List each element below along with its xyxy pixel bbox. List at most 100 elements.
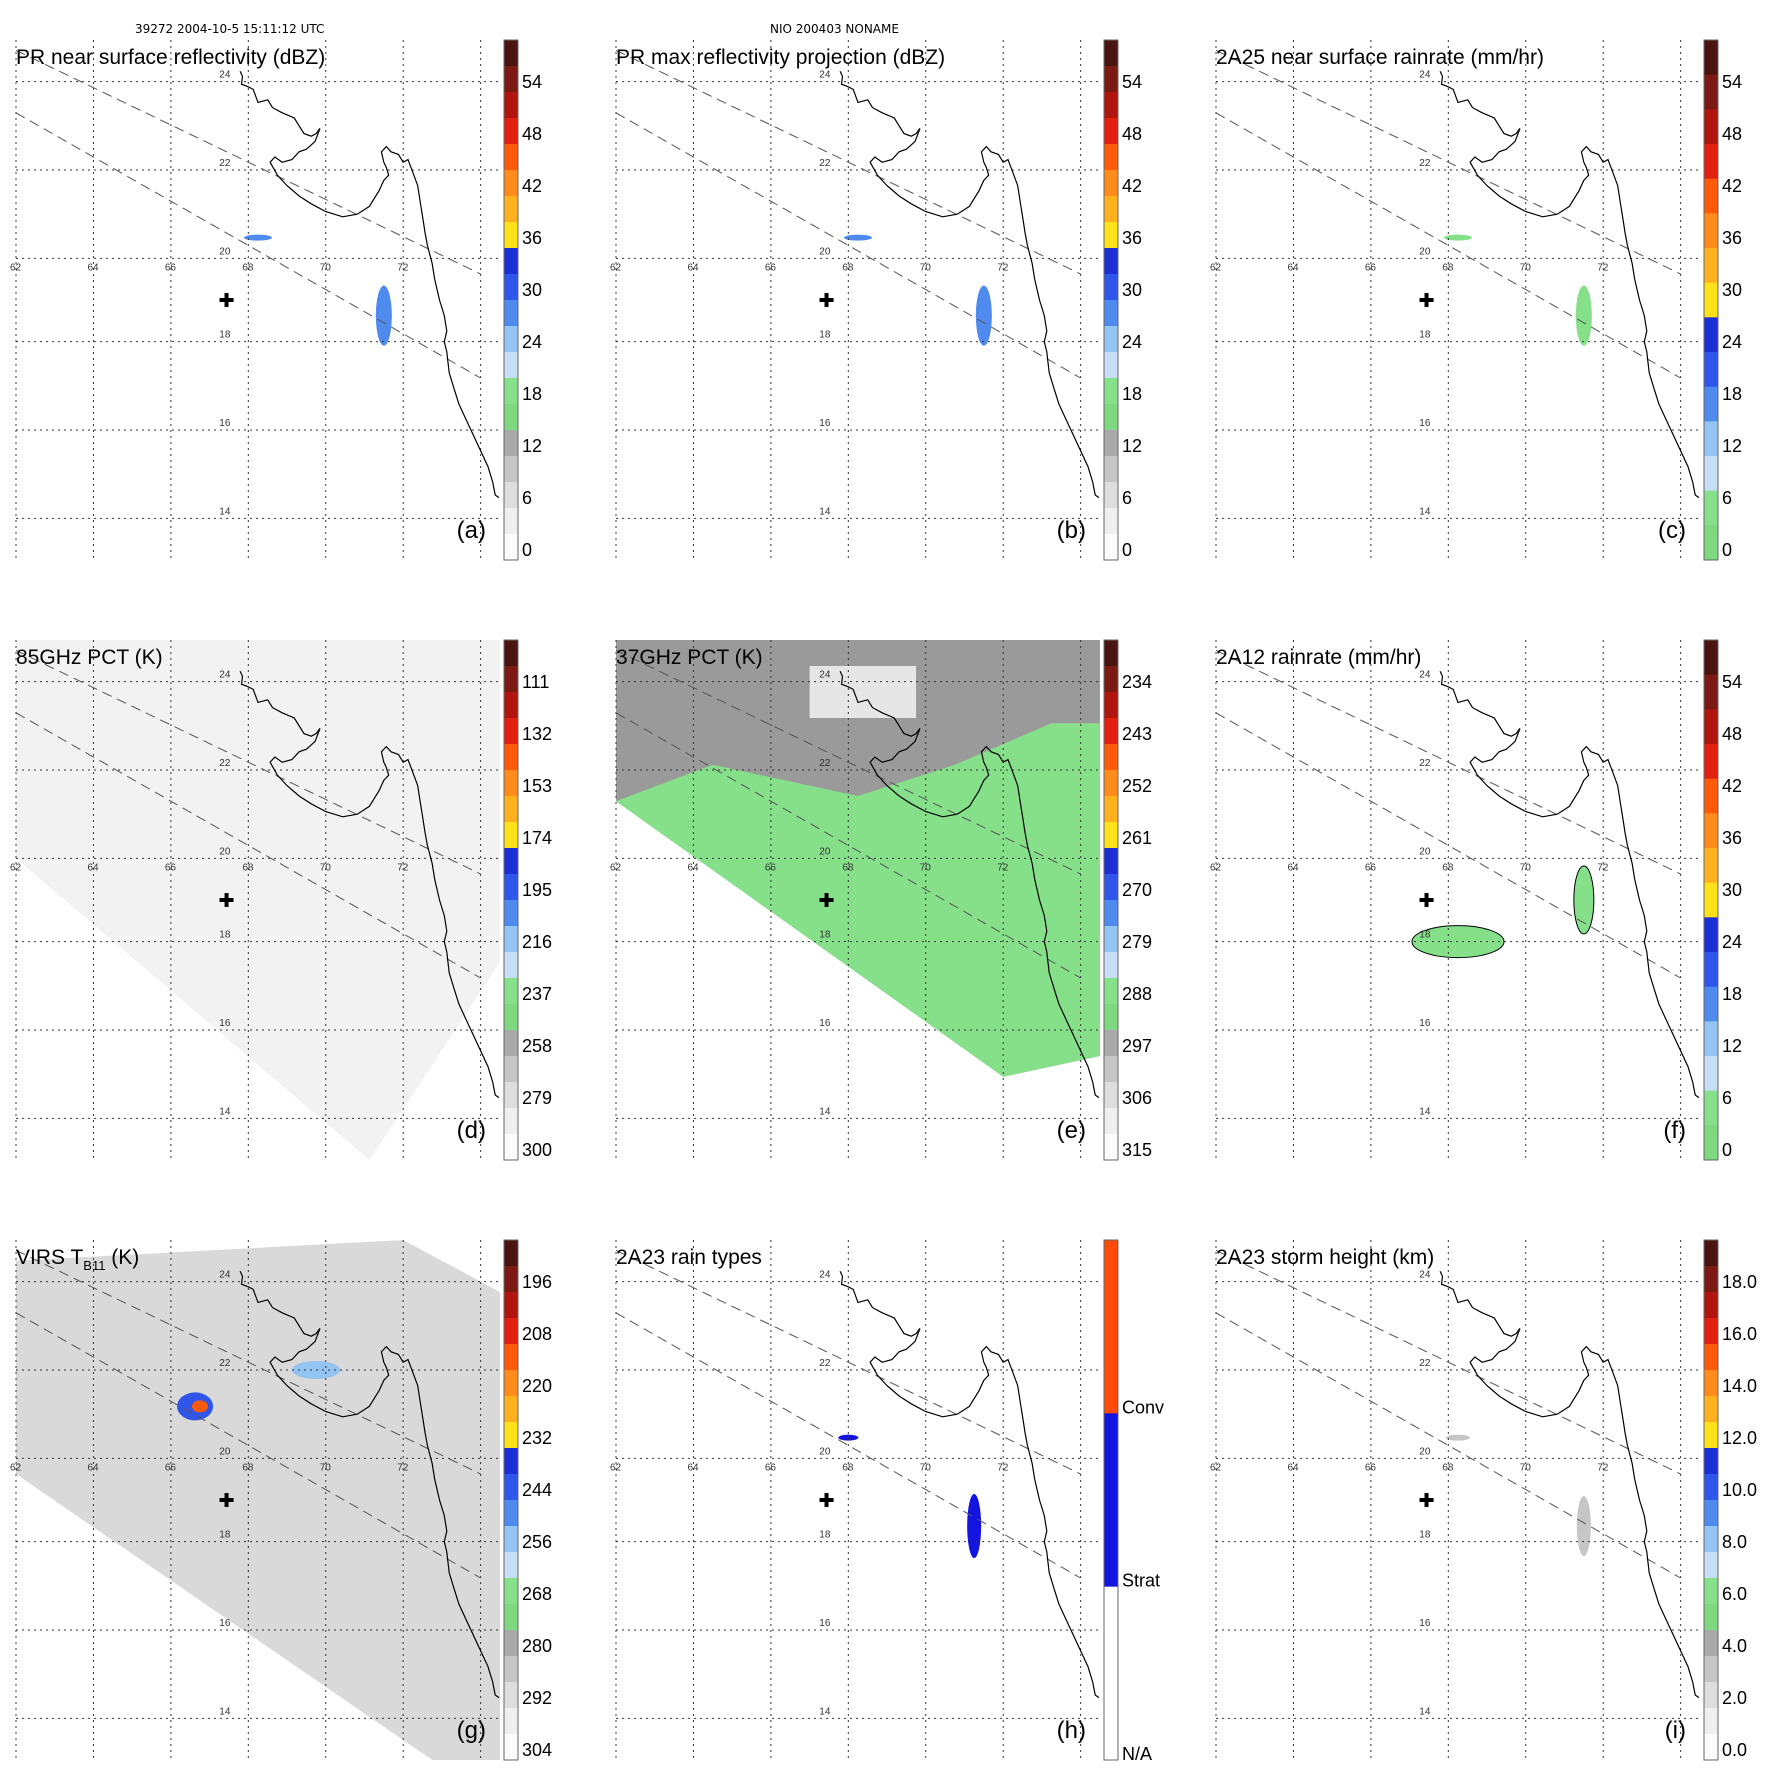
latitude-label: 18 — [1419, 1530, 1431, 1541]
panel-letter: (e) — [1057, 1117, 1086, 1144]
colorbar-segment — [504, 144, 518, 171]
colorbar-segment — [504, 40, 518, 67]
colorbar-segment — [504, 378, 518, 405]
longitude-label: 62 — [1210, 262, 1222, 273]
colorbar-segment — [1104, 1108, 1118, 1135]
longitude-label: 72 — [397, 862, 409, 873]
colorbar-frame — [503, 39, 519, 561]
swath-edge-lower — [15, 712, 481, 979]
longitude-label: 62 — [610, 1462, 622, 1473]
colorbar-label: 6.0 — [1722, 1584, 1747, 1604]
colorbar-segment — [504, 1292, 518, 1319]
coastline — [839, 670, 1100, 1099]
colorbar-label: 279 — [1122, 932, 1152, 952]
latitude-label: 18 — [219, 1530, 231, 1541]
virs-swath — [16, 1240, 500, 1760]
colorbar-segment — [1104, 66, 1118, 93]
longitude-label: 68 — [242, 1462, 254, 1473]
latitude-label: 14 — [819, 1106, 831, 1117]
colorbar-segment — [1704, 848, 1718, 884]
colorbar-segment — [1704, 1056, 1718, 1092]
colorbar-segment — [504, 952, 518, 979]
longitude-label: 70 — [320, 262, 332, 273]
colorbar-segment — [1104, 770, 1118, 797]
echo-coast — [1575, 285, 1592, 346]
colorbar-label: 0.0 — [1722, 1740, 1747, 1760]
colorbar-segment — [504, 352, 518, 379]
colorbar-label: 0 — [522, 540, 532, 560]
latitude-label: 20 — [219, 246, 231, 257]
panel-letter: (c) — [1658, 517, 1686, 544]
longitude-label: 72 — [997, 1462, 1009, 1473]
latitude-label: 18 — [819, 930, 831, 941]
latitude-label: 22 — [819, 758, 831, 769]
colorbar-segment — [504, 822, 518, 849]
colorbar-segment — [504, 1656, 518, 1683]
storm-center-marker — [224, 1493, 229, 1507]
latitude-label: 18 — [1419, 930, 1431, 941]
colorbar-label: 300 — [522, 1140, 552, 1160]
latitude-label: 24 — [219, 1270, 231, 1281]
colorbar-frame — [1103, 639, 1119, 1161]
colorbar-label: 6 — [1722, 1088, 1732, 1108]
latitude-label: 22 — [219, 158, 231, 169]
colorbar-segment — [504, 1526, 518, 1553]
swath-edge-upper — [615, 649, 1081, 875]
colorbar-segment — [1104, 1413, 1118, 1588]
colorbar-segment — [504, 1474, 518, 1501]
colorbar-label: 256 — [522, 1532, 552, 1552]
colorbar-segment — [504, 1030, 518, 1057]
colorbar-segment — [504, 92, 518, 119]
colorbar-segment — [504, 744, 518, 771]
colorbar-segment — [1704, 1292, 1718, 1319]
storm-height-coast — [1576, 1496, 1591, 1556]
latitude-label: 16 — [219, 1618, 231, 1629]
colorbar-segment — [1704, 1682, 1718, 1709]
colorbar-segment — [504, 1552, 518, 1579]
colorbar-segment — [1104, 978, 1118, 1005]
colorbar-segment — [1104, 926, 1118, 953]
colorbar-label: 261 — [1122, 828, 1152, 848]
colorbar-label: 297 — [1122, 1036, 1152, 1056]
colorbar-label: 10.0 — [1722, 1480, 1757, 1500]
colorbar-segment — [1704, 1500, 1718, 1527]
colorbar-segment — [1704, 882, 1718, 918]
storm-center-marker — [1424, 1493, 1429, 1507]
latitude-label: 24 — [819, 670, 831, 681]
colorbar-label: 36 — [1122, 228, 1142, 248]
swath-edge-lower — [615, 112, 1081, 379]
colorbar-segment — [1704, 1240, 1718, 1267]
colorbar-label: 288 — [1122, 984, 1152, 1004]
colorbar-label: 12 — [522, 436, 542, 456]
colorbar-segment — [504, 692, 518, 719]
colorbar-label: 237 — [522, 984, 552, 1004]
colorbar-segment — [1104, 248, 1118, 275]
colorbar-segment — [504, 326, 518, 353]
colorbar-segment — [504, 1578, 518, 1605]
colorbar-label: 4.0 — [1722, 1636, 1747, 1656]
latitude-label: 16 — [219, 1018, 231, 1029]
longitude-label: 62 — [10, 262, 22, 273]
colorbar-segment — [1704, 1552, 1718, 1579]
latitude-label: 14 — [1419, 506, 1431, 517]
colorbar-label: 315 — [1122, 1140, 1152, 1160]
colorbar-label: 6 — [1722, 488, 1732, 508]
storm-center-marker — [224, 293, 229, 307]
colorbar-label: 14.0 — [1722, 1376, 1757, 1396]
panel-title: 2A12 rainrate (mm/hr) — [1216, 646, 1421, 669]
longitude-label: 68 — [242, 262, 254, 273]
coastline — [239, 670, 500, 1099]
colorbar-segment — [504, 978, 518, 1005]
panel-letter: (a) — [457, 517, 486, 544]
colorbar-segment — [1104, 92, 1118, 119]
swath-edge-upper — [15, 649, 481, 875]
swath-edge-upper — [1215, 1249, 1681, 1475]
colorbar-segment — [1704, 674, 1718, 710]
colorbar-label: 280 — [522, 1636, 552, 1656]
echo-north — [1444, 234, 1472, 241]
latitude-label: 24 — [819, 70, 831, 81]
colorbar-segment — [504, 508, 518, 535]
swath-edge-upper — [1215, 49, 1681, 275]
colorbar-label: 18.0 — [1722, 1272, 1757, 1292]
colorbar-segment — [1104, 274, 1118, 301]
